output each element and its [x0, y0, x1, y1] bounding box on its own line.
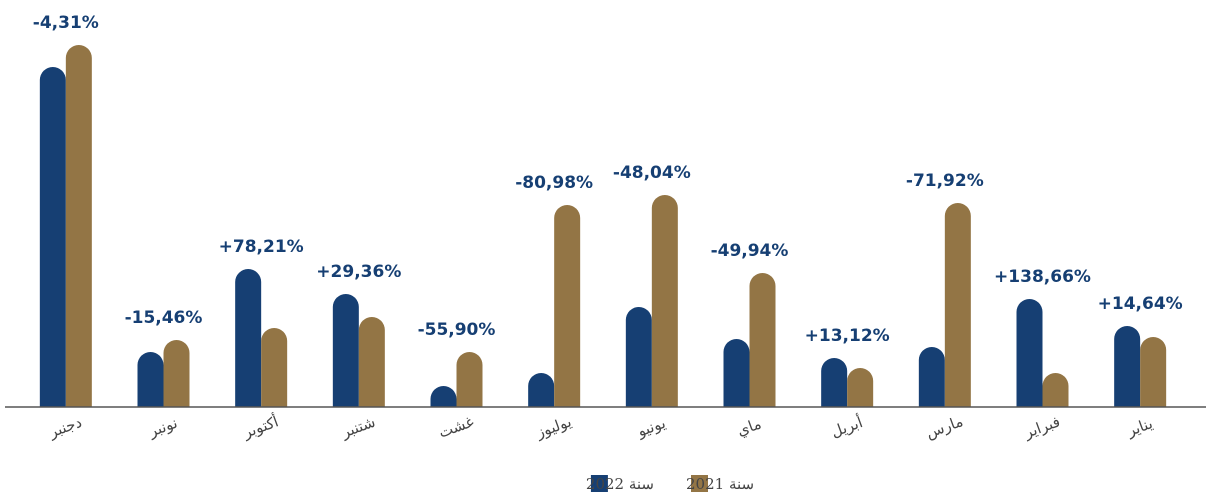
bar — [456, 352, 483, 407]
x-tick-label: أبريل — [828, 412, 865, 441]
bar — [235, 269, 262, 407]
annotation: -55,90% — [418, 320, 496, 340]
annotation: +14,64% — [1098, 294, 1183, 314]
bar — [39, 67, 66, 407]
bar — [332, 294, 359, 407]
bar — [918, 347, 945, 407]
x-tick-label: شتنبر — [338, 413, 377, 442]
x-tick-label: أكتوبر — [240, 411, 281, 442]
bar — [358, 317, 385, 407]
x-tick-label: يناير — [1124, 414, 1155, 440]
annotation: +78,21% — [219, 237, 304, 257]
x-tick-label: فبراير — [1021, 412, 1062, 442]
bar — [847, 368, 874, 407]
x-tick-label: نونبر — [146, 414, 180, 441]
annotation: -15,46% — [125, 308, 203, 328]
annotation: -49,94% — [711, 241, 789, 261]
annotation: +13,12% — [805, 326, 890, 346]
x-tick-label: دجنبر — [46, 413, 84, 442]
bar — [554, 205, 581, 407]
bar — [625, 307, 652, 407]
bar — [261, 328, 288, 407]
annotation: +29,36% — [316, 262, 401, 282]
x-tick-label: مارس — [923, 412, 965, 442]
bar — [1016, 299, 1043, 407]
bar — [723, 339, 750, 407]
bar — [163, 340, 190, 407]
annotation: -48,04% — [613, 163, 691, 183]
bar — [430, 386, 457, 407]
bar — [528, 373, 555, 407]
legend-swatch — [691, 475, 708, 492]
legend-label: سنة 2021 — [686, 475, 754, 493]
bar — [944, 203, 971, 407]
legend-swatch — [590, 475, 608, 492]
bar — [1042, 373, 1069, 407]
annotation: -4,31% — [33, 13, 99, 33]
bar — [749, 273, 776, 407]
bar — [821, 358, 848, 407]
annotation: -71,92% — [906, 171, 984, 191]
bar — [137, 352, 164, 407]
bar — [1140, 337, 1167, 407]
annotation: +138,66% — [994, 267, 1091, 287]
bar — [651, 195, 678, 407]
bar — [1114, 326, 1141, 407]
legend-label: سنة 2022 — [586, 475, 654, 493]
x-tick-label: ماي — [735, 414, 764, 439]
annotation: -80,98% — [515, 173, 593, 193]
x-tick-label: يوليوز — [533, 412, 574, 442]
x-tick-label: غشت — [436, 412, 476, 441]
bar — [65, 45, 92, 408]
x-tick-label: يونيو — [634, 414, 668, 441]
